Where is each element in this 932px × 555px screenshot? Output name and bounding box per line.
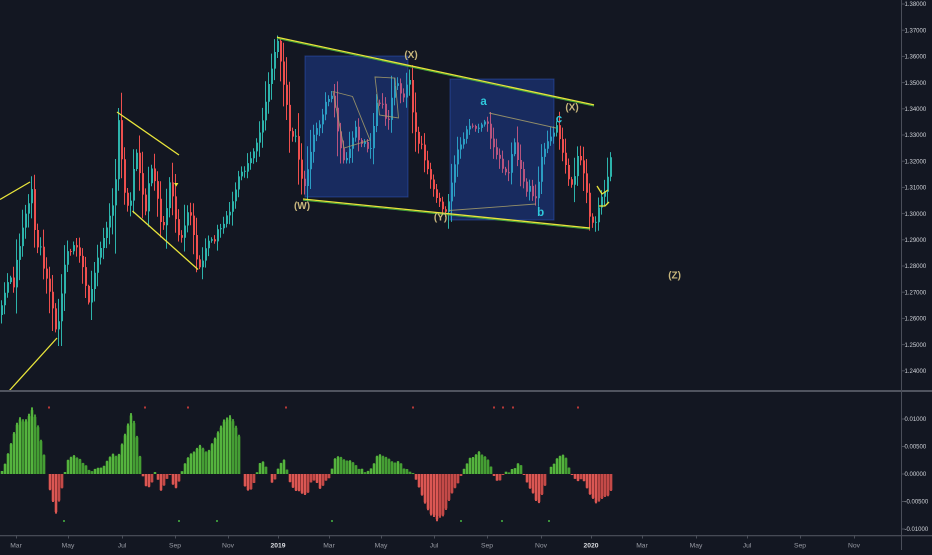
svg-text:Mar: Mar: [10, 543, 22, 550]
svg-text:1.32000: 1.32000: [905, 159, 927, 165]
svg-text:Mar: Mar: [323, 543, 335, 550]
svg-text:1.35000: 1.35000: [905, 81, 927, 87]
svg-text:Nov: Nov: [535, 543, 548, 550]
svg-text:-0.01000: -0.01000: [905, 527, 929, 533]
svg-text:Sep: Sep: [481, 543, 493, 550]
svg-text:2019: 2019: [270, 543, 285, 550]
svg-text:(X): (X): [565, 103, 578, 114]
svg-text:1.30000: 1.30000: [905, 212, 927, 218]
svg-text:Nov: Nov: [222, 543, 235, 550]
svg-text:Nov: Nov: [848, 543, 861, 550]
svg-text:1.27000: 1.27000: [905, 290, 927, 296]
svg-text:0.01000: 0.01000: [905, 417, 927, 423]
svg-text:1.36000: 1.36000: [905, 55, 927, 61]
svg-text:1.33000: 1.33000: [905, 133, 927, 139]
svg-text:1.26000: 1.26000: [905, 317, 927, 323]
svg-text:(Y): (Y): [434, 213, 447, 224]
svg-text:Mar: Mar: [636, 543, 648, 550]
svg-text:(Z): (Z): [668, 271, 681, 282]
svg-text:1.29000: 1.29000: [905, 238, 927, 244]
svg-text:(W): (W): [294, 201, 310, 212]
svg-text:a: a: [480, 96, 487, 108]
svg-text:May: May: [62, 543, 75, 550]
svg-text:b: b: [537, 207, 544, 219]
svg-text:1.25000: 1.25000: [905, 343, 927, 349]
svg-text:1.28000: 1.28000: [905, 264, 927, 270]
svg-text:Sep: Sep: [794, 543, 806, 550]
svg-text:2020: 2020: [583, 543, 598, 550]
svg-text:Sep: Sep: [169, 543, 181, 550]
svg-text:0.00500: 0.00500: [905, 445, 927, 451]
svg-text:Jul: Jul: [118, 543, 127, 550]
svg-text:May: May: [690, 543, 703, 550]
svg-text:May: May: [375, 543, 388, 550]
svg-text:(X): (X): [404, 50, 417, 61]
svg-text:1.31000: 1.31000: [905, 186, 927, 192]
svg-text:c: c: [556, 114, 563, 126]
svg-text:1.24000: 1.24000: [905, 369, 927, 375]
svg-text:Jul: Jul: [743, 543, 752, 550]
svg-text:1.38000: 1.38000: [905, 2, 927, 8]
svg-text:-0.00500: -0.00500: [905, 500, 929, 506]
svg-text:0.00000: 0.00000: [905, 472, 927, 478]
svg-text:Jul: Jul: [430, 543, 439, 550]
svg-text:1.34000: 1.34000: [905, 107, 927, 113]
svg-text:1.37000: 1.37000: [905, 28, 927, 34]
